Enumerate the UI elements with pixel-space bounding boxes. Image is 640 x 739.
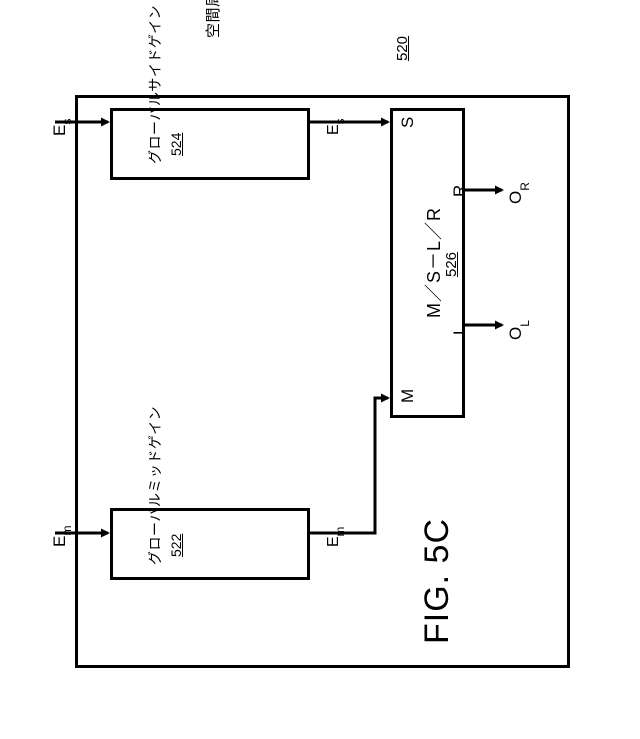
- port-l: L: [450, 326, 470, 335]
- output-ol-label: OL: [506, 320, 528, 340]
- port-r: R: [450, 185, 470, 197]
- diagram-title-ref: 520: [394, 36, 411, 61]
- diagram-title: 空間周波数帯域コンバイナ: [202, 0, 223, 38]
- diagram-root: 空間周波数帯域コンバイナ 520 Em Es グローバルミッドゲイン 522 グ…: [0, 0, 640, 739]
- signal-em-mid: Em: [325, 527, 345, 547]
- combiner-ref: 526: [443, 252, 460, 277]
- block-mid-gain: [110, 508, 310, 580]
- port-s: S: [398, 117, 418, 128]
- block-mid-ref: 522: [168, 534, 184, 557]
- port-m: M: [398, 389, 418, 403]
- signal-es-mid: Es: [325, 119, 345, 135]
- block-mid-label: グローバルミッドゲイン: [145, 406, 165, 565]
- block-side-ref: 524: [168, 133, 184, 156]
- input-em-label: Em: [50, 525, 72, 547]
- figure-caption: FIG. 5C: [418, 518, 457, 644]
- input-es-label: Es: [50, 119, 72, 136]
- outer-container: [75, 95, 570, 668]
- block-side-gain: [110, 108, 310, 180]
- output-or-label: OR: [506, 182, 528, 204]
- block-side-label: グローバルサイドゲイン: [145, 5, 165, 164]
